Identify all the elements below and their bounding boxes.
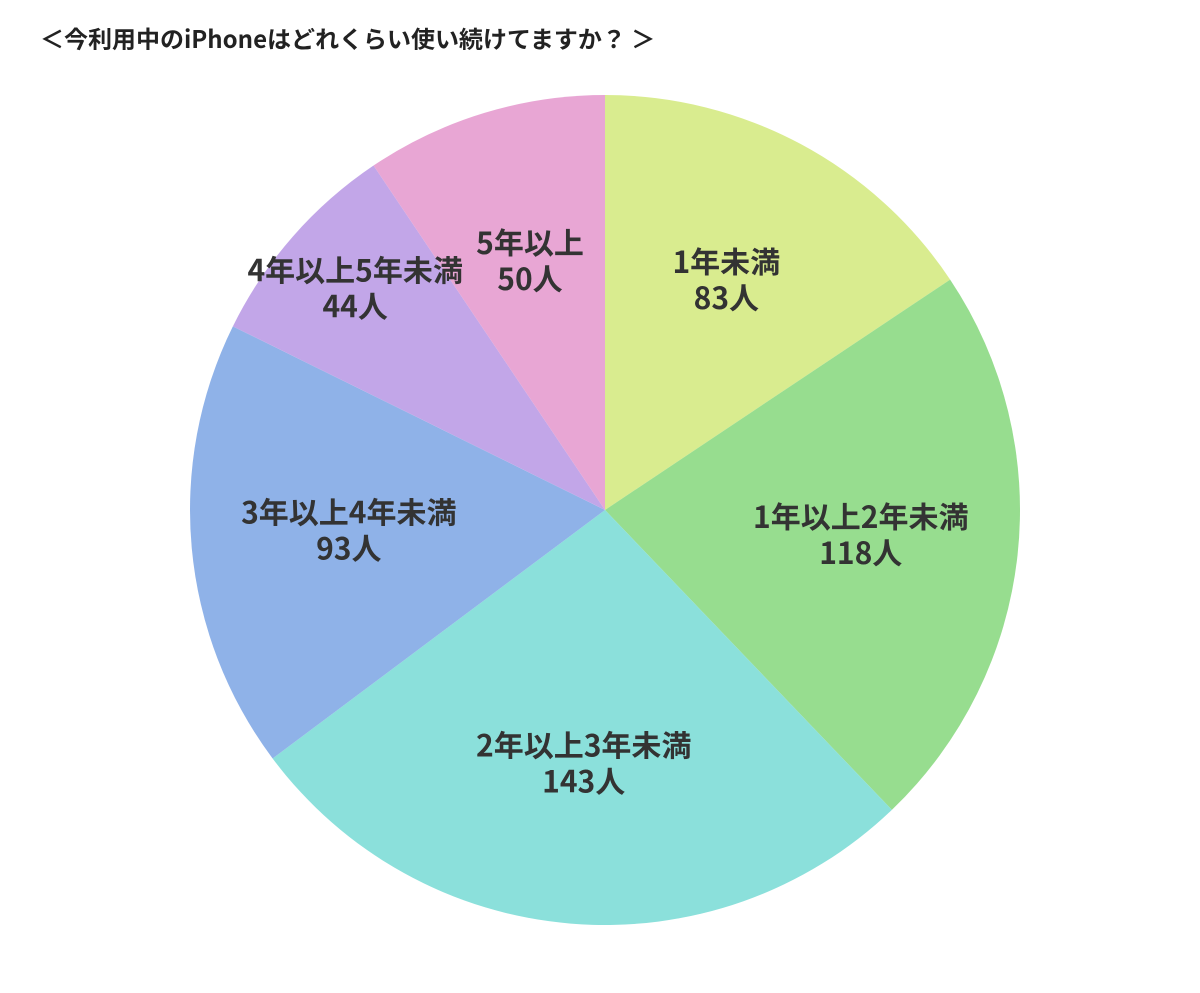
chart-title: ＜今利用中のiPhoneはどれくらい使い続けてますか？ ＞ xyxy=(40,20,655,55)
pie-chart: 1年未満83人1年以上2年未満118人2年以上3年未満143人3年以上4年未満9… xyxy=(0,70,1200,993)
slice-label-value: 44人 xyxy=(322,283,387,327)
slice-label-value: 83人 xyxy=(694,274,759,318)
slice-label-value: 93人 xyxy=(316,525,381,569)
slice-label-value: 50人 xyxy=(497,255,562,299)
slice-label-value: 143人 xyxy=(542,758,625,802)
pie-chart-container: 1年未満83人1年以上2年未満118人2年以上3年未満143人3年以上4年未満9… xyxy=(0,70,1200,993)
slice-label-value: 118人 xyxy=(819,529,902,573)
